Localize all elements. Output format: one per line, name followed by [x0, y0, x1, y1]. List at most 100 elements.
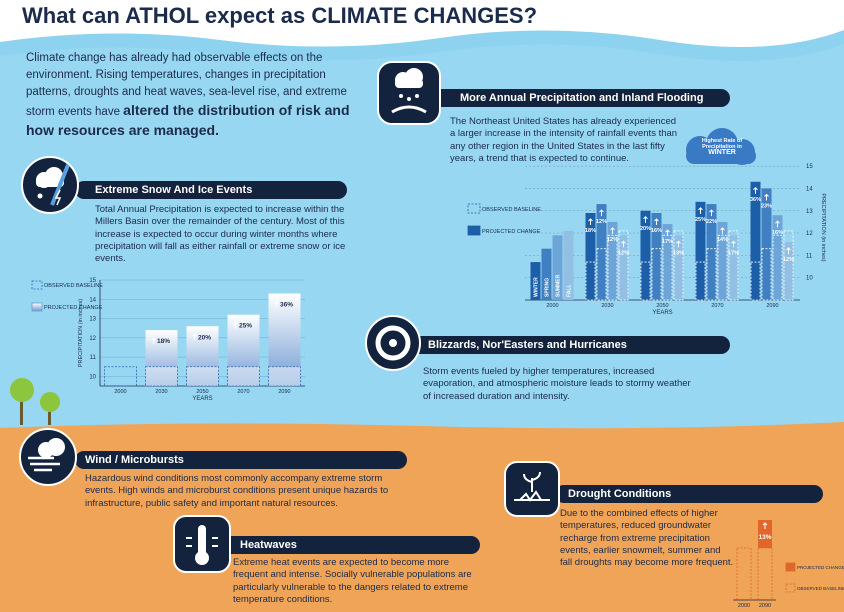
legend-label: PROJECTED CHANGE [797, 565, 844, 570]
projected-bar [758, 520, 772, 548]
section-heading: Blizzards, Nor'Easters and Hurricanes [428, 339, 627, 351]
trees [10, 378, 60, 425]
heading-bar [408, 336, 730, 354]
change-label: 36% [280, 301, 293, 308]
section-heading: Heatwaves [240, 539, 297, 551]
change-label: 18% [157, 338, 170, 345]
change-label: 23% [761, 203, 772, 209]
bar [717, 221, 728, 300]
bar [695, 201, 706, 300]
bar [552, 235, 563, 300]
baseline-outline [695, 261, 706, 301]
bar [706, 204, 717, 300]
baseline-outline [651, 248, 662, 301]
change-label: 12% [783, 257, 794, 263]
arrow-icon [643, 216, 648, 223]
season-label: FALL [567, 285, 573, 298]
bar [673, 235, 684, 300]
change-label: 16% [651, 228, 662, 234]
heading-bar [430, 89, 730, 107]
change-label: 17% [728, 250, 739, 256]
arrow-icon [151, 337, 156, 345]
heading-bar [555, 485, 823, 503]
baseline-bar [145, 366, 178, 387]
change-label: 22% [706, 219, 717, 225]
x-tick-label: 2090 [766, 303, 778, 309]
baseline-bar [104, 366, 137, 387]
rain-icon [377, 61, 441, 125]
bar [541, 248, 552, 300]
arrow-icon [599, 209, 604, 217]
season-label: SUMMER [556, 274, 562, 297]
arrow-icon [192, 333, 197, 341]
change-label: 14% [717, 237, 728, 243]
x-tick-label: 2050 [196, 389, 208, 395]
y-tick-label: 14 [89, 297, 96, 303]
arrow-icon [762, 522, 768, 529]
baseline-outline [618, 230, 629, 301]
change-label: 25% [239, 323, 252, 330]
bar [761, 188, 772, 300]
bar [585, 213, 596, 300]
arrow-icon [709, 209, 714, 217]
y-tick-label: 10 [89, 374, 96, 380]
legend-swatch [31, 302, 43, 312]
x-tick-label: 2090 [278, 389, 290, 395]
y-tick-label: 10 [806, 276, 813, 282]
change-label: 13% [758, 534, 771, 541]
legend-swatch [31, 280, 43, 290]
arrow-icon [698, 207, 703, 214]
y-tick-label: 13 [806, 209, 813, 215]
baseline-outline [640, 261, 651, 301]
change-label: 25% [695, 217, 706, 223]
legend-swatch [785, 562, 796, 572]
arrow-icon [621, 240, 626, 248]
y-axis-label: PRECIPITATION (in inches) [78, 299, 84, 367]
arrow-icon [654, 218, 659, 225]
page-title: What can ATHOL expect as CLIMATE CHANGES… [22, 3, 538, 28]
intro: Climate change has already had observabl… [26, 50, 371, 141]
callout: Highest Rate of Precipitation in WINTER [690, 138, 754, 156]
y-tick-label: 15 [806, 164, 813, 170]
x-tick-label: 2030 [155, 389, 167, 395]
section-text: Storm events fueled by higher temperatur… [423, 366, 691, 402]
change-label: 16% [772, 230, 783, 236]
section-text: Extreme heat events are expected to beco… [233, 557, 472, 605]
season-label: SPRING [545, 278, 551, 297]
x-tick-label: 2000 [114, 389, 126, 395]
arrow-icon [786, 247, 791, 254]
section-heading: Drought Conditions [568, 488, 672, 500]
arrow-icon [588, 218, 593, 225]
x-axis-label: YEARS [652, 310, 672, 316]
bar [640, 210, 651, 300]
bar [618, 235, 629, 300]
y-tick-label: 11 [806, 253, 813, 259]
change-label: 12% [607, 237, 618, 243]
y-tick-label: 15 [89, 278, 96, 284]
x-tick-label: 2000 [546, 303, 558, 309]
x-tick-label: 2030 [601, 303, 613, 309]
y-tick-label: 12 [89, 336, 96, 342]
change-label: 13% [673, 250, 684, 256]
baseline-bar [268, 366, 301, 387]
callout-text: Highest Rate of Precipitation in [701, 138, 743, 150]
snow-icon [21, 156, 79, 214]
arrow-icon [753, 187, 758, 194]
baseline-bar [227, 366, 260, 387]
arrow-icon [233, 321, 238, 329]
change-label: 17% [662, 239, 673, 245]
thermometer-icon [173, 515, 231, 573]
bar [596, 204, 607, 300]
heading-bar [75, 451, 407, 469]
arrow-icon [610, 227, 615, 234]
arrow-icon [676, 240, 681, 248]
change-label: 18% [585, 228, 596, 234]
wind-icon [19, 428, 77, 486]
baseline-outline [736, 547, 752, 601]
baseline-bar [186, 366, 219, 387]
bar [651, 213, 662, 300]
baseline-outline [750, 261, 761, 301]
arrow-icon [731, 240, 736, 248]
arrow-icon [720, 227, 725, 234]
